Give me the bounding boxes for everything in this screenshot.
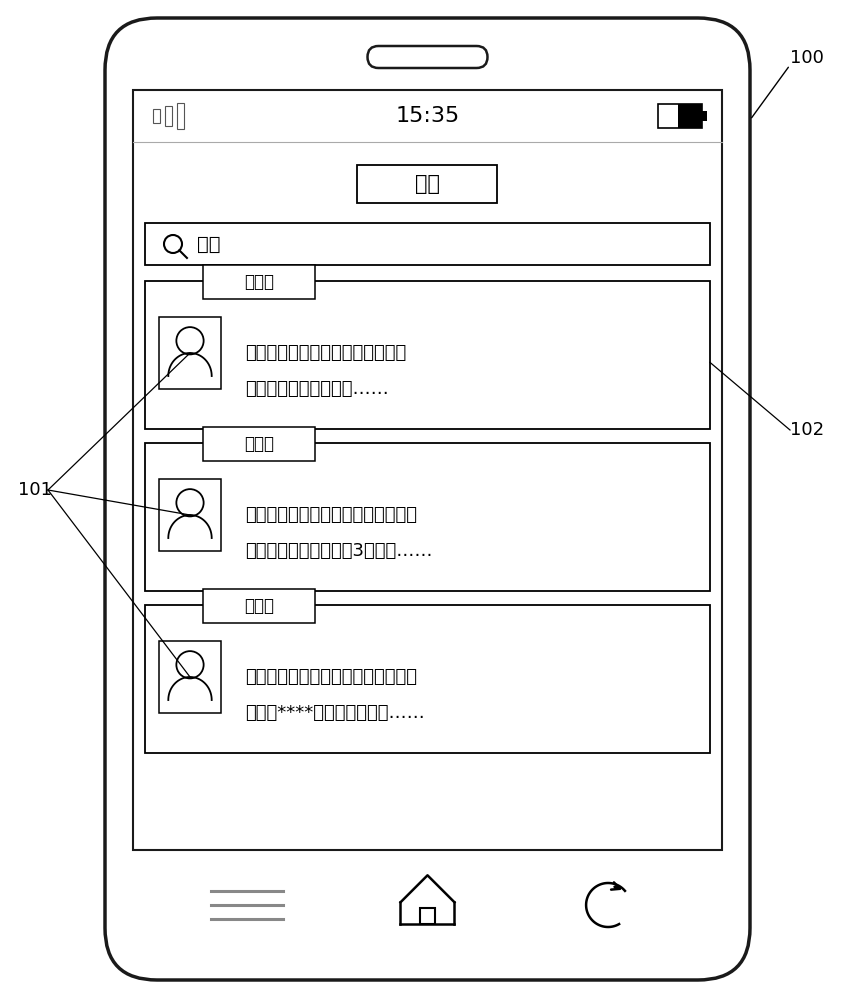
Bar: [159, 479, 221, 551]
Text: 您好，我是刚才给您送外卖的送餐: 您好，我是刚才给您送外卖的送餐: [245, 344, 406, 362]
Bar: [159, 317, 221, 389]
Text: 来源一: 来源一: [244, 273, 274, 291]
Text: 三四级，最低温度零下3摄氏度……: 三四级，最低温度零下3摄氏度……: [245, 542, 433, 560]
Bar: [159, 641, 221, 713]
Text: 您好，明天的天气是多云转晴，北风: 您好，明天的天气是多云转晴，北风: [245, 506, 417, 524]
Bar: [145, 443, 710, 591]
Bar: [702, 111, 707, 121]
FancyBboxPatch shape: [368, 46, 488, 68]
Text: 102: 102: [790, 421, 824, 439]
FancyBboxPatch shape: [105, 18, 750, 980]
Text: 101: 101: [18, 481, 52, 499]
Text: 100: 100: [790, 49, 824, 67]
Text: 短信: 短信: [415, 174, 440, 194]
Bar: [133, 90, 722, 850]
Bar: [145, 281, 710, 429]
Bar: [658, 104, 702, 128]
Bar: [177, 103, 184, 129]
Bar: [145, 605, 710, 753]
Bar: [203, 589, 315, 623]
Bar: [165, 106, 172, 126]
Text: 搜索: 搜索: [197, 234, 220, 253]
Bar: [203, 427, 315, 461]
Bar: [420, 908, 435, 924]
Bar: [678, 104, 702, 128]
Bar: [357, 165, 498, 203]
Bar: [145, 223, 710, 265]
Text: 15:35: 15:35: [395, 106, 459, 126]
Bar: [203, 265, 315, 299]
Bar: [153, 109, 160, 123]
Text: 来源二: 来源二: [244, 435, 274, 453]
Text: 您好，您今天的支付账单已经超出使: 您好，您今天的支付账单已经超出使: [245, 668, 417, 686]
Text: 用额度****元，请查看一下……: 用额度****元，请查看一下……: [245, 704, 425, 722]
Text: 来源三: 来源三: [244, 597, 274, 615]
Text: 员，首先祝你用餐愉快……: 员，首先祝你用餐愉快……: [245, 380, 389, 398]
